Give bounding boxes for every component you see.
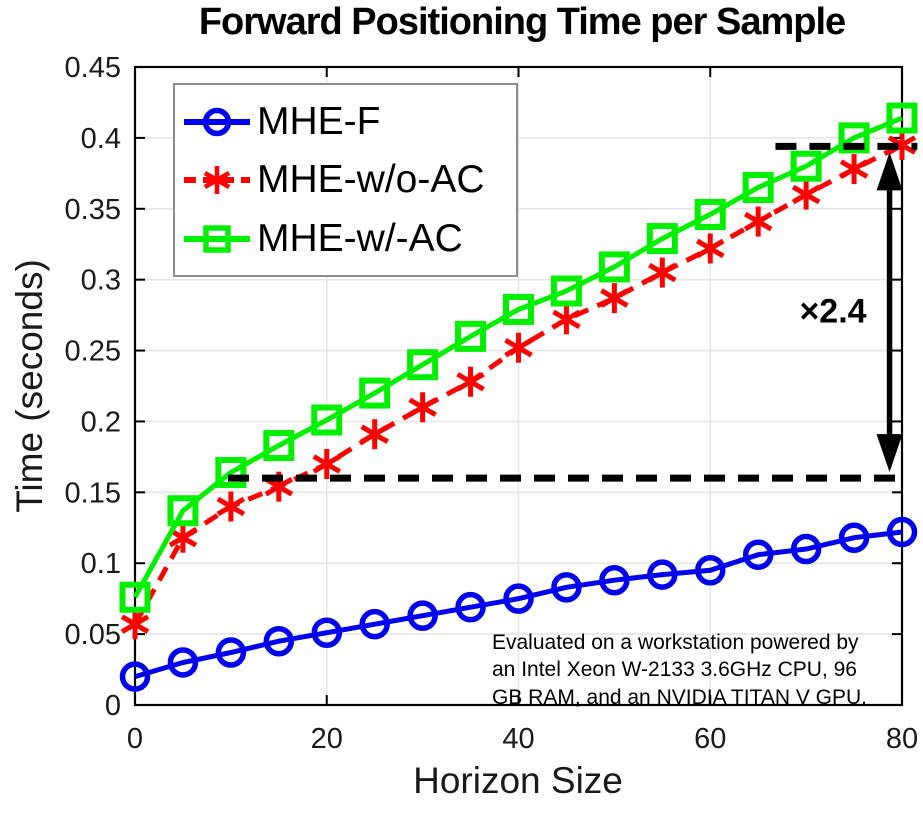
y-tick-label: 0.2 (81, 406, 121, 438)
y-tick-label: 0.15 (65, 477, 121, 509)
legend-label-mhe-wo-ac: MHE-w/o-AC (257, 158, 485, 201)
x-tick-label: 40 (502, 723, 534, 755)
y-tick-label: 0.1 (81, 548, 121, 580)
legend-item-mhe-f: MHE-F (183, 100, 516, 144)
ratio-annotation: ×2.4 (799, 292, 867, 331)
legend-item-mhe-wo-ac: MHE-w/o-AC (183, 158, 516, 202)
x-tick-label: 0 (127, 723, 143, 755)
hardware-note: Evaluated on a workstation powered by an… (492, 629, 892, 711)
hardware-note-line: an Intel Xeon W-2133 3.6GHz CPU, 96 (492, 658, 857, 682)
y-tick-label: 0.35 (65, 194, 121, 226)
x-tick-label: 20 (311, 723, 343, 755)
y-tick-label: 0.3 (81, 265, 121, 297)
series-mhe-wo-ac (120, 129, 917, 640)
legend-asterisk-icon (184, 166, 250, 194)
series-mhe-w-ac (119, 102, 918, 613)
legend-item-mhe-w-ac: MHE-w/-AC (183, 217, 516, 261)
y-tick-label: 0.45 (65, 52, 121, 84)
x-tick-label: 80 (886, 723, 918, 755)
y-tick-label: 0.4 (81, 123, 121, 155)
series-line-mhe-f (134, 529, 903, 679)
legend-label-mhe-w-ac: MHE-w/-AC (257, 216, 463, 260)
hardware-note-line: Evaluated on a workstation powered by (492, 631, 859, 654)
legend-square-icon (184, 224, 250, 253)
y-tick-label: 0.05 (65, 619, 121, 651)
x-axis-label: Horizon Size (413, 760, 623, 801)
hardware-note-line: GB RAM, and an NVIDIA TITAN V GPU. (492, 685, 868, 709)
x-tick-label: 60 (694, 723, 726, 755)
series-line-mhe-w-ac (132, 115, 903, 599)
ratio-arrow (876, 152, 903, 473)
chart-title: Forward Positioning Time per Sample (198, 1, 846, 43)
y-tick-label: 0.25 (65, 336, 121, 368)
series-mhe-f (119, 516, 918, 692)
legend-label-mhe-f: MHE-F (257, 99, 381, 143)
y-axis-label: Time (seconds) (9, 259, 50, 513)
y-tick-label: 0 (105, 690, 121, 722)
legend: MHE-F MHE-w/o-AC MHE-w/-AC (173, 83, 518, 277)
legend-circle-icon (184, 107, 250, 136)
